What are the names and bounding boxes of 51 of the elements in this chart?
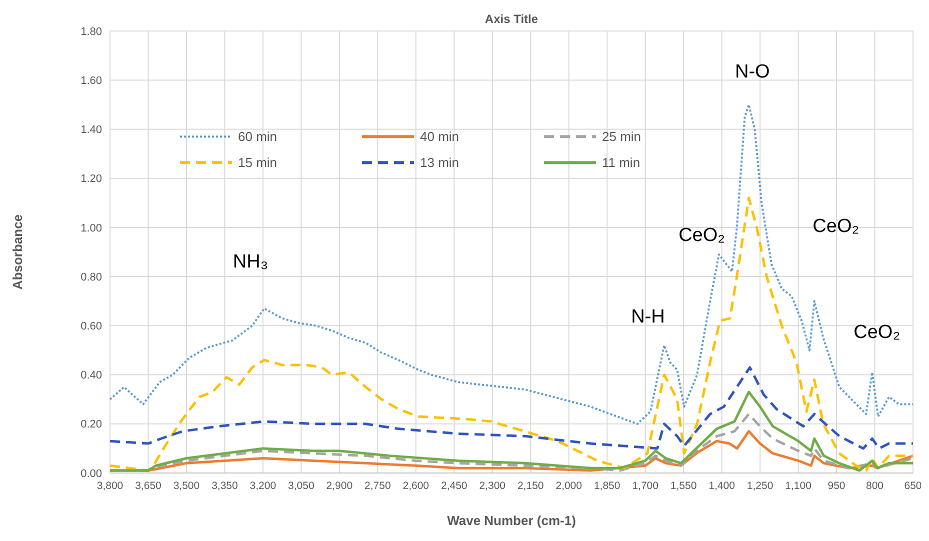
- x-tick-label: 3,650: [135, 480, 162, 492]
- legend-label: 60 min: [238, 129, 278, 144]
- x-tick-label: 2,750: [364, 480, 391, 492]
- legend-label: 25 min: [602, 129, 642, 144]
- x-tick-label: 2,300: [479, 480, 506, 492]
- y-tick-label: 1.00: [80, 222, 102, 234]
- x-tick-label: 800: [866, 480, 884, 492]
- x-tick-label: 2,900: [326, 480, 353, 492]
- x-axis-title: Wave Number (cm-1): [447, 513, 576, 528]
- y-axis-title: Absorbance: [10, 214, 25, 290]
- x-tick-label: 1,850: [594, 480, 620, 492]
- y-tick-label: 0.20: [80, 418, 102, 431]
- chart-title: Axis Title: [484, 12, 538, 26]
- y-tick-label: 0.60: [80, 320, 102, 333]
- line-series: [108, 196, 914, 472]
- x-tick-label: 950: [828, 480, 846, 492]
- y-tick-label: 1.60: [80, 74, 102, 87]
- x-tick-label: 3,500: [173, 480, 200, 492]
- x-tick-label: 1,250: [746, 480, 774, 492]
- annotation: N-O: [734, 61, 770, 82]
- y-tick-label: 1.80: [80, 26, 102, 38]
- x-tick-label: 2,150: [517, 480, 544, 492]
- legend-label: 15 min: [238, 155, 278, 170]
- annotation: CeO₂: [678, 224, 726, 246]
- legend-label: 11 min: [602, 155, 640, 170]
- y-tick-label: 1.40: [80, 124, 102, 136]
- line-series: [108, 366, 914, 450]
- y-tick-label: 0.80: [80, 271, 102, 284]
- y-tick-label: 1.20: [80, 173, 102, 186]
- x-tick-label: 3,350: [212, 480, 238, 492]
- line-series: [109, 104, 914, 425]
- annotation: CeO₂: [854, 322, 900, 344]
- legend-label: 13 min: [420, 155, 460, 170]
- y-tick-label: 0.00: [80, 468, 102, 480]
- y-tick-label: 0.40: [80, 370, 102, 382]
- annotation: CeO₂: [812, 216, 860, 238]
- x-tick-label: 3,200: [250, 480, 276, 492]
- x-tick-label: 1,400: [708, 480, 736, 492]
- x-tick-label: 3,800: [96, 480, 124, 492]
- annotation: NH₃: [232, 251, 268, 272]
- x-tick-label: 1,550: [670, 480, 697, 492]
- x-tick-label: 650: [904, 480, 922, 492]
- x-tick-label: 2,000: [556, 480, 582, 492]
- annotation: N-H: [631, 306, 665, 328]
- x-tick-label: 2,600: [402, 480, 430, 492]
- x-tick-label: 1,700: [632, 480, 659, 492]
- line-series: [108, 390, 914, 472]
- x-tick-label: 3,050: [288, 480, 314, 492]
- x-tick-label: 1,100: [785, 480, 812, 492]
- x-tick-label: 2,450: [441, 480, 468, 492]
- legend-label: 40 min: [420, 129, 460, 144]
